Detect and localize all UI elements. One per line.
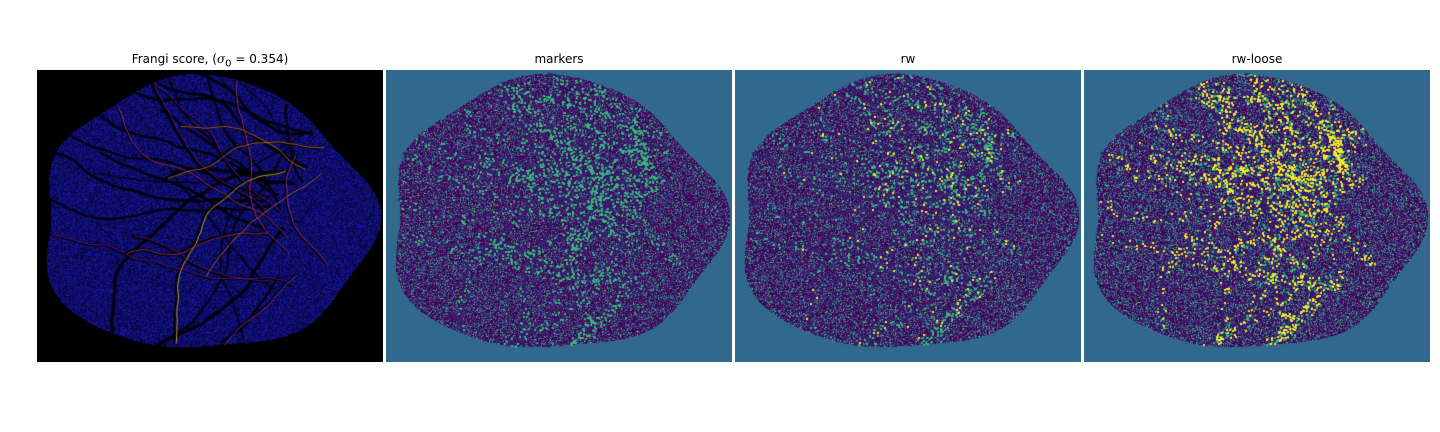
rw-loose-image — [1084, 70, 1430, 362]
panel-title: rw-loose — [1231, 52, 1283, 66]
panel-title: rw — [900, 52, 916, 66]
panel-markers: markers — [386, 52, 732, 362]
frangi-score-image — [37, 70, 383, 362]
panel-rw-loose: rw-loose — [1084, 52, 1430, 362]
panel-title: markers — [534, 52, 584, 66]
rw-image — [735, 70, 1081, 362]
panel-rw: rw — [735, 52, 1081, 362]
panel-title: Frangi score, (σ0 = 0.354) — [131, 52, 289, 70]
markers-image — [386, 70, 732, 362]
panel-frangi-score: Frangi score, (σ0 = 0.354) — [37, 52, 383, 362]
